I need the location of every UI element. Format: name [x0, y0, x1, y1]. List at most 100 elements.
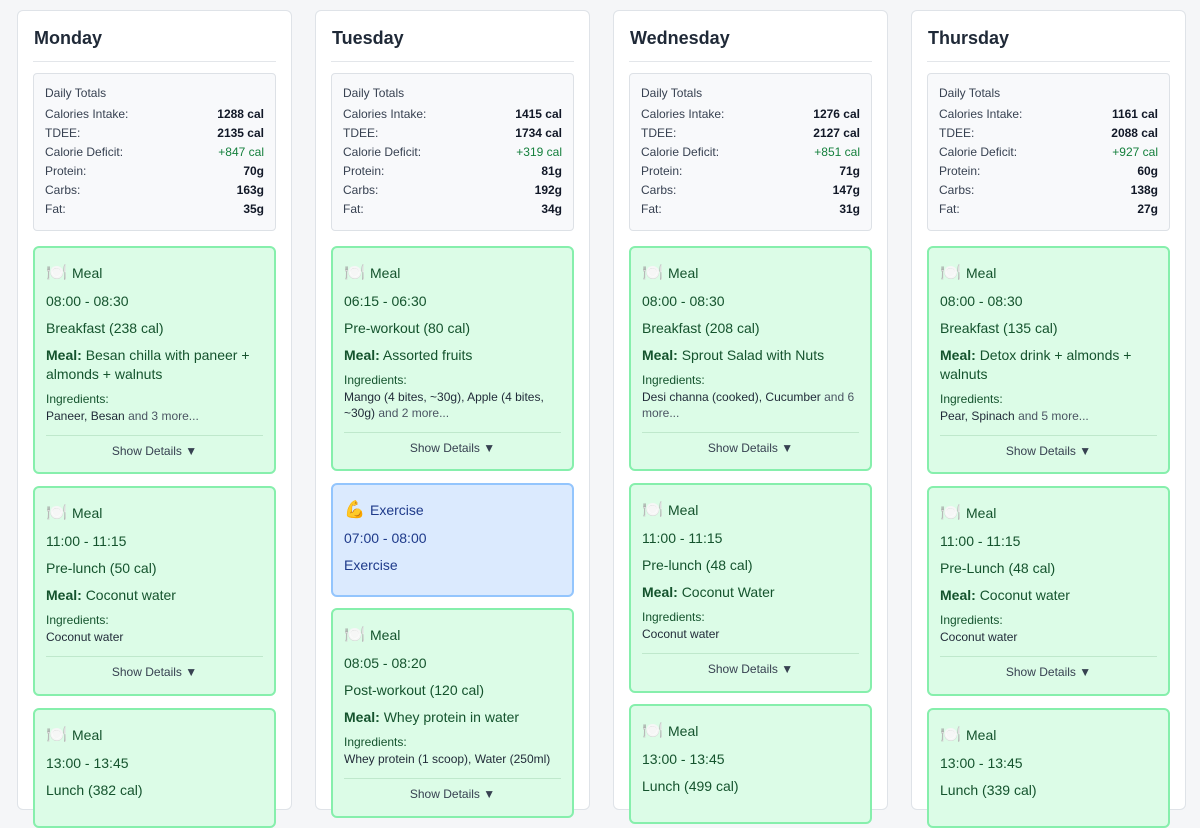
card-type-label: Meal	[72, 265, 103, 281]
calorie-deficit-value: +319 cal	[516, 145, 562, 159]
protein-label: Protein:	[641, 164, 683, 178]
day-column-tuesday: Tuesday Daily Totals Calories Intake: 141…	[315, 10, 590, 818]
daily-totals-title: Daily Totals	[45, 86, 107, 100]
meal-time: 08:00 - 08:30	[642, 293, 725, 309]
exercise-card[interactable]: 💪 Exercise 07:00 - 08:00 Exercise	[331, 483, 574, 597]
meal-title: Pre-Lunch (48 cal)	[940, 560, 1056, 576]
exercise-time: 07:00 - 08:00	[344, 530, 427, 546]
meal-time: 11:00 - 11:15	[642, 530, 723, 546]
show-details-button[interactable]: Show Details ▼	[642, 432, 859, 464]
card-type-label: Meal	[370, 265, 401, 281]
calorie-deficit-value: +851 cal	[814, 145, 860, 159]
meal-card[interactable]: 🍽️ Meal 13:00 - 13:45 Lunch (339 cal)	[927, 708, 1170, 828]
meal-card[interactable]: 🍽️ Meal 08:00 - 08:30 Breakfast (238 cal)…	[33, 246, 276, 474]
meal-time: 08:05 - 08:20	[344, 655, 427, 671]
show-details-button[interactable]: Show Details ▼	[344, 432, 561, 464]
calorie-deficit-row: Calorie Deficit: +851 cal	[641, 143, 860, 162]
ingredients-list: Coconut water	[940, 629, 1157, 645]
day-title: Wednesday	[630, 28, 730, 48]
daily-totals-panel: Daily Totals Calories Intake: 1288 cal TD…	[33, 73, 276, 231]
calories-intake-value: 1415 cal	[515, 107, 562, 121]
meal-card[interactable]: 🍽️ Meal 13:00 - 13:45 Lunch (499 cal)	[629, 704, 872, 824]
ingredients-label: Ingredients:	[940, 613, 1003, 627]
fat-label: Fat:	[45, 202, 66, 216]
carbs-value: 138g	[1130, 183, 1158, 197]
meal-card[interactable]: 🍽️ Meal 08:00 - 08:30 Breakfast (135 cal)…	[927, 246, 1170, 474]
ingredients-text: Paneer, Besan	[46, 409, 125, 423]
calories-intake-value: 1276 cal	[813, 107, 860, 121]
meal-card[interactable]: 🍽️ Meal 11:00 - 11:15 Pre-lunch (48 cal) …	[629, 483, 872, 693]
meal-description: Meal: Coconut water	[46, 586, 263, 605]
ingredients-label: Ingredients:	[46, 392, 109, 406]
card-header: 🍽️ Meal	[940, 502, 1157, 524]
show-details-button[interactable]: Show Details ▼	[46, 656, 263, 688]
divider	[629, 61, 872, 62]
ingredients-label: Ingredients:	[344, 735, 407, 749]
meal-card[interactable]: 🍽️ Meal 08:05 - 08:20 Post-workout (120 c…	[331, 608, 574, 818]
ingredients-more: and 6 more...	[642, 390, 855, 420]
show-details-button[interactable]: Show Details ▼	[642, 653, 859, 685]
plate-cutlery-icon: 🍽️	[46, 263, 68, 282]
tdee-row: TDEE: 2088 cal	[939, 124, 1158, 143]
meal-title: Lunch (339 cal)	[940, 782, 1037, 798]
card-header: 🍽️ Meal	[46, 502, 263, 524]
ingredients-text: Pear, Spinach	[940, 409, 1015, 423]
meal-name: Coconut water	[979, 587, 1070, 603]
meal-card[interactable]: 🍽️ Meal 08:00 - 08:30 Breakfast (208 cal)…	[629, 246, 872, 471]
protein-row: Protein: 71g	[641, 162, 860, 181]
meal-title: Lunch (499 cal)	[642, 778, 739, 794]
calorie-deficit-row: Calorie Deficit: +847 cal	[45, 143, 264, 162]
meal-title: Pre-lunch (50 cal)	[46, 560, 157, 576]
plate-cutlery-icon: 🍽️	[940, 725, 962, 744]
calories-intake-label: Calories Intake:	[45, 107, 129, 121]
exercise-title: Exercise	[344, 557, 398, 573]
meal-description: Meal: Whey protein in water	[344, 708, 561, 727]
daily-totals-panel: Daily Totals Calories Intake: 1276 cal TD…	[629, 73, 872, 231]
plate-cutlery-icon: 🍽️	[46, 725, 68, 744]
ingredients-label: Ingredients:	[940, 392, 1003, 406]
meal-title: Breakfast (135 cal)	[940, 320, 1058, 336]
ingredients-text: Coconut water	[46, 630, 124, 644]
card-type-label: Meal	[966, 265, 997, 281]
calories-intake-label: Calories Intake:	[641, 107, 725, 121]
card-type-label: Meal	[966, 727, 997, 743]
meal-card[interactable]: 🍽️ Meal 13:00 - 13:45 Lunch (382 cal)	[33, 708, 276, 828]
ingredients-more: and 5 more...	[1018, 409, 1089, 423]
meal-title: Breakfast (208 cal)	[642, 320, 760, 336]
divider	[927, 61, 1170, 62]
calories-intake-label: Calories Intake:	[939, 107, 1023, 121]
carbs-row: Carbs: 163g	[45, 181, 264, 200]
plate-cutlery-icon: 🍽️	[642, 500, 664, 519]
calorie-deficit-row: Calorie Deficit: +927 cal	[939, 143, 1158, 162]
meal-card[interactable]: 🍽️ Meal 11:00 - 11:15 Pre-lunch (50 cal) …	[33, 486, 276, 696]
ingredients-label: Ingredients:	[642, 610, 705, 624]
meal-card[interactable]: 🍽️ Meal 06:15 - 06:30 Pre-workout (80 cal…	[331, 246, 574, 471]
card-type-label: Meal	[668, 265, 699, 281]
meal-name: Assorted fruits	[382, 347, 473, 363]
tdee-label: TDEE:	[641, 126, 677, 140]
day-column-wednesday: Wednesday Daily Totals Calories Intake: 1…	[613, 10, 888, 824]
protein-value: 71g	[839, 164, 860, 178]
meal-time: 13:00 - 13:45	[940, 755, 1023, 771]
meal-card[interactable]: 🍽️ Meal 11:00 - 11:15 Pre-Lunch (48 cal) …	[927, 486, 1170, 696]
plate-cutlery-icon: 🍽️	[940, 263, 962, 282]
plate-cutlery-icon: 🍽️	[344, 625, 366, 644]
calories-intake-value: 1161 cal	[1111, 107, 1158, 121]
daily-totals-title: Daily Totals	[641, 86, 703, 100]
show-details-button[interactable]: Show Details ▼	[940, 656, 1157, 688]
meal-name: Besan chilla with paneer + almonds + wal…	[46, 347, 250, 382]
ingredients-label: Ingredients:	[642, 373, 705, 387]
meal-prefix: Meal:	[642, 347, 678, 363]
show-details-button[interactable]: Show Details ▼	[46, 435, 263, 467]
meal-description: Meal: Sprout Salad with Nuts	[642, 346, 859, 365]
meal-name: Detox drink + almonds + walnuts	[940, 347, 1132, 382]
day-title: Tuesday	[332, 28, 404, 48]
fat-row: Fat: 27g	[939, 200, 1158, 219]
calories-intake-label: Calories Intake:	[343, 107, 427, 121]
card-header: 🍽️ Meal	[344, 262, 561, 284]
fat-label: Fat:	[939, 202, 960, 216]
show-details-button[interactable]: Show Details ▼	[940, 435, 1157, 467]
show-details-button[interactable]: Show Details ▼	[344, 778, 561, 810]
ingredients-list: Mango (4 bites, ~30g), Apple (4 bites, ~…	[344, 389, 561, 421]
card-type-label: Meal	[966, 505, 997, 521]
